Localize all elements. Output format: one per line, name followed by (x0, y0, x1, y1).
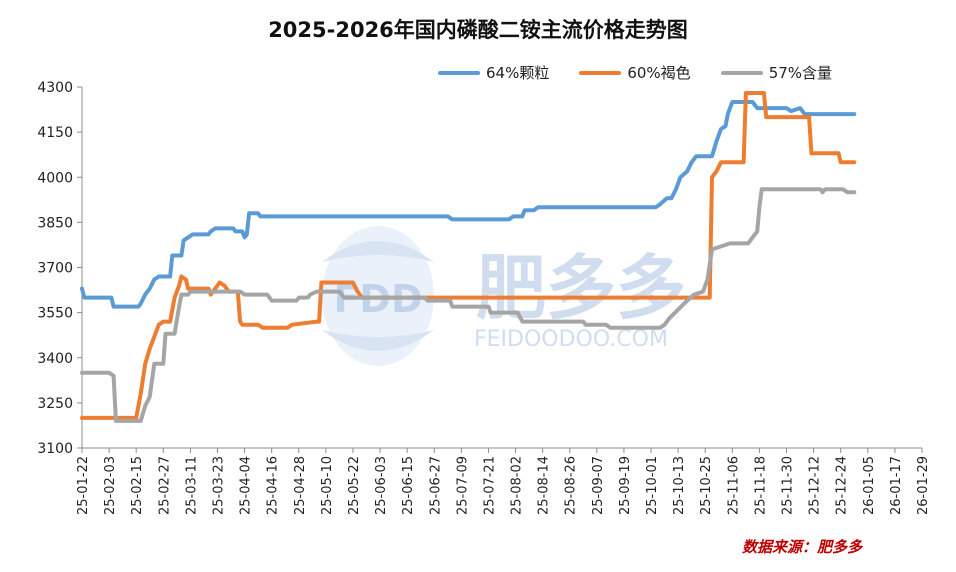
y-tick-label: 4000 (37, 170, 73, 186)
x-tick-label: 25-07-09 (455, 456, 470, 515)
watermark-logo-swoosh-lower (322, 330, 434, 351)
y-tick-label: 4300 (37, 80, 73, 96)
x-tick-label: 25-09-07 (591, 456, 606, 515)
axes: 3100 3250 3400 3550 3700 3850 4000 4150 4300 25-0… (37, 80, 931, 515)
watermark-domain-text: FEIDOODOO.COM (474, 327, 668, 352)
x-tick-label: 25-05-10 (320, 456, 335, 515)
x-tick-label: 25-10-13 (672, 456, 687, 515)
x-tick-label: 25-05-22 (347, 456, 362, 515)
series-line-60-brown (80, 91, 857, 420)
x-tick-label: 25-04-04 (239, 456, 254, 515)
x-tick-label: 26-01-05 (862, 456, 877, 515)
x-tick-label: 25-08-02 (510, 456, 525, 515)
legend-item-64-granule: 64%颗粒 (438, 62, 549, 83)
watermark-brand-text: 肥多多 (476, 247, 686, 329)
y-tick-label: 3400 (37, 351, 73, 367)
legend-label-57-content: 57%含量 (768, 64, 833, 82)
legend-label-60-brown: 60%褐色 (627, 64, 691, 82)
legend-item-57-content: 57%含量 (720, 62, 833, 83)
watermark-logo-swoosh (322, 241, 434, 262)
y-tick-label: 3250 (37, 396, 73, 412)
y-tick-label: 3850 (37, 215, 73, 231)
legend-swatch-64-granule (438, 70, 480, 75)
y-tick-label: 3700 (37, 261, 73, 277)
x-tick-label: 25-04-28 (293, 456, 308, 515)
x-tick-label: 25-11-30 (781, 456, 796, 515)
x-tick-label: 25-03-23 (211, 456, 226, 515)
x-tick-label: 25-06-27 (428, 456, 443, 515)
x-tick-label: 25-02-15 (130, 456, 145, 515)
y-tick-label: 3100 (37, 441, 73, 457)
x-tick-label: 25-09-19 (618, 456, 633, 515)
x-tick-label: 25-12-24 (835, 456, 850, 515)
source-note: 数据来源：肥多多 (742, 538, 863, 556)
x-tick-label: 26-01-17 (889, 456, 904, 515)
x-tick-label: 25-04-16 (266, 456, 281, 515)
legend-swatch-60-brown (579, 70, 622, 75)
y-tick-label: 3550 (37, 306, 73, 322)
legend-item-60-brown: 60%褐色 (579, 62, 691, 83)
x-tick-label: 25-10-25 (699, 456, 714, 515)
x-tick-label: 25-07-21 (482, 456, 497, 515)
legend-swatch-57-content (720, 70, 763, 75)
x-tick-label: 25-01-22 (76, 456, 91, 515)
x-tick-label: 25-06-03 (374, 456, 389, 515)
x-tick-label: 25-12-12 (808, 456, 823, 515)
x-tick-label: 25-03-11 (184, 456, 199, 515)
legend-label-64-granule: 64%颗粒 (486, 64, 550, 82)
series-line-57-content (80, 187, 857, 423)
x-tick-label: 25-06-15 (401, 456, 416, 515)
x-tick-label: 25-08-14 (537, 456, 552, 515)
x-tick-label: 25-02-27 (157, 456, 172, 515)
chart-title: 2025-2026年国内磷酸二铵主流价格走势图 (268, 18, 688, 42)
x-tick-label: 25-02-03 (103, 456, 118, 515)
series-layer (80, 91, 857, 423)
x-tick-label: 25-11-06 (726, 456, 741, 515)
series-line-64-granule (80, 100, 857, 309)
legend: 64%颗粒 60%褐色 57%含量 (438, 62, 832, 83)
x-tick-label: 25-08-26 (564, 456, 579, 515)
x-tick-label: 26-01-29 (916, 456, 931, 515)
x-tick-label: 25-11-18 (753, 456, 768, 515)
x-tick-label: 25-10-01 (645, 456, 660, 515)
y-tick-label: 4150 (37, 125, 73, 141)
